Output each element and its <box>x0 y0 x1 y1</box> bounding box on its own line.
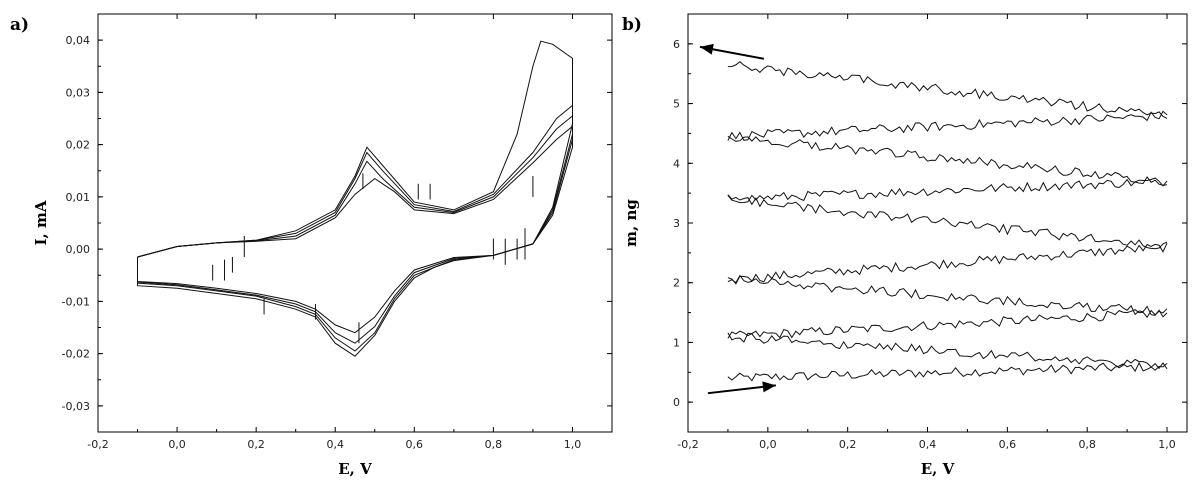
y-tick-label: 0,03 <box>66 86 91 99</box>
x-tick-label: 0,0 <box>759 438 777 451</box>
mass-trace-2 <box>727 332 1168 371</box>
panel-label: b) <box>622 15 642 35</box>
mass-trace-9 <box>727 110 1168 141</box>
y-tick-label: 4 <box>673 157 680 170</box>
y-tick-label: 0,01 <box>66 191 91 204</box>
y-tick-label: -0,02 <box>62 348 90 361</box>
cv-curve-2 <box>137 104 573 352</box>
x-tick-label: 0,2 <box>839 438 857 451</box>
mass-trace-10 <box>727 61 1168 119</box>
x-tick-label: 0,6 <box>999 438 1017 451</box>
x-tick-label: 0,4 <box>326 438 344 451</box>
y-tick-label: -0,01 <box>62 295 90 308</box>
y-tick-label: 5 <box>673 98 680 111</box>
mass-trace-7 <box>727 177 1168 204</box>
cv-curve-1 <box>137 40 573 357</box>
mass-trace-4 <box>727 275 1168 318</box>
y-tick-label: -0,03 <box>62 400 90 413</box>
mass-trace-6 <box>727 194 1168 250</box>
x-axis-label: E, V <box>921 460 955 478</box>
x-tick-label: -0,2 <box>87 438 108 451</box>
x-tick-label: -0,2 <box>677 438 698 451</box>
x-tick-label: 1,0 <box>1158 438 1176 451</box>
y-tick-label: 0,04 <box>66 34 91 47</box>
x-tick-label: 0,0 <box>168 438 186 451</box>
panel-label: a) <box>10 15 29 35</box>
cv-curve-4 <box>137 125 573 334</box>
x-tick-label: 0,4 <box>919 438 937 451</box>
y-axis-label: I, mA <box>32 200 50 245</box>
mass-trace-8 <box>727 135 1168 186</box>
y-tick-label: 6 <box>673 38 680 51</box>
mass-trace-3 <box>727 308 1168 339</box>
y-tick-label: 3 <box>673 217 680 230</box>
y-tick-label: 0,00 <box>66 243 91 256</box>
y-tick-label: 2 <box>673 277 680 290</box>
x-axis-label: E, V <box>338 460 372 478</box>
panel-a-chart: -0,2 0,0 0,2 0,4 0,6 0,8 1,0 -0,03 -0,02 -0,01 0,0… <box>10 13 613 478</box>
mass-trace-5 <box>727 242 1168 284</box>
plot-frame <box>97 13 613 433</box>
panel-b-chart: -0,2 0,0 0,2 0,4 0,6 0,8 1,0 0 1 2 3 4 5 6 E, V m, ng b) <box>622 13 1188 478</box>
x-tick-label: 0,2 <box>247 438 265 451</box>
y-axis-label: m, ng <box>622 199 640 247</box>
y-tick-label: 1 <box>673 336 680 349</box>
mass-trace-1 <box>727 361 1168 382</box>
x-tick-label: 0,8 <box>485 438 503 451</box>
cv-curve-3 <box>137 114 573 344</box>
y-tick-label: 0 <box>673 396 680 409</box>
y-tick-label: 0,02 <box>66 139 91 152</box>
x-tick-label: 0,8 <box>1078 438 1096 451</box>
direction-arrow-head <box>699 43 714 55</box>
noise-spikes <box>212 173 534 344</box>
direction-arrow-head <box>762 381 776 393</box>
x-tick-label: 1,0 <box>564 438 582 451</box>
x-tick-label: 0,6 <box>406 438 424 451</box>
